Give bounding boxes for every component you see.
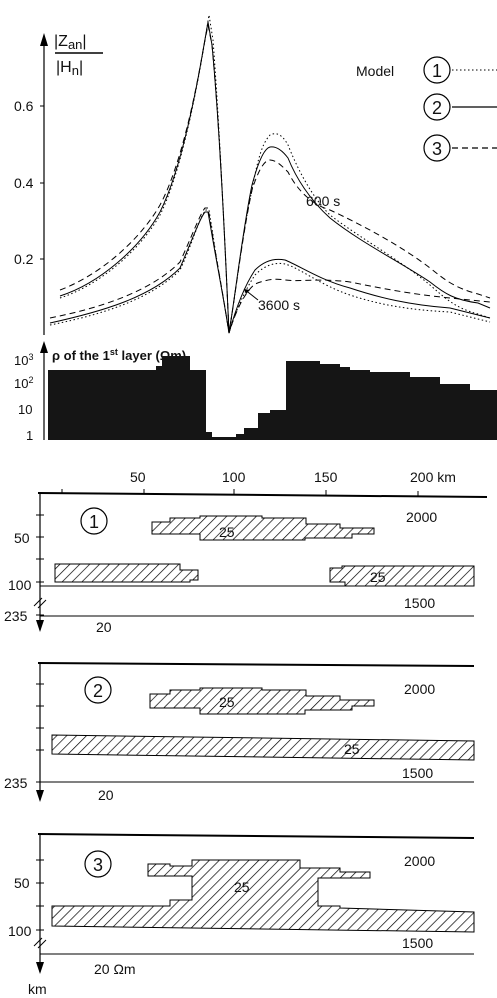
- curve-3600s-model-1: [49, 209, 491, 334]
- legend-model-1-circle: [423, 56, 451, 84]
- ratio-chart: 0.6 0.4 0.2 |Zan| |Hn| Model 1 2 3 600 s…: [14, 14, 497, 335]
- x-tick-label: 150: [314, 469, 338, 485]
- model-2-depth-arrow: [36, 790, 44, 802]
- model-2-upper-resistivity: 2000: [404, 681, 435, 697]
- legend-title: Model: [356, 63, 394, 79]
- model-3-lower-resistivity: 1500: [402, 935, 433, 951]
- resistivity-y-tick-label: 10: [18, 402, 32, 417]
- ratio-y-axis-arrow: [40, 33, 48, 46]
- model-3-depth-arrow: [36, 962, 44, 974]
- model-3-block-label: 25: [234, 879, 250, 895]
- x-tick-label: 100: [222, 469, 246, 485]
- legend-model-3-label: 3: [432, 139, 442, 159]
- depth-label: 100: [8, 577, 32, 593]
- depth-label: 235: [4, 775, 28, 791]
- resistivity-y-axis-arrow: [40, 341, 48, 353]
- curve-600s-model-1: [59, 14, 491, 334]
- resistivity-y-tick-label: 1: [26, 428, 33, 443]
- model-1-id-circle: [80, 507, 108, 535]
- curve-3600s-model-3: [49, 207, 491, 334]
- model-1-lower-resistivity: 1500: [404, 595, 435, 611]
- ratio-y-label-denominator: |Hn|: [56, 59, 83, 78]
- model-1-surface: [37, 492, 488, 498]
- model-3-basement-resistivity: 20 Ωm: [94, 961, 136, 977]
- model-2-conductive-layer: [51, 734, 475, 761]
- model-1-conductive-block: [151, 515, 375, 541]
- model-3-id-circle: [84, 850, 112, 878]
- x-tick-label: 200 km: [410, 469, 456, 485]
- model-1-basement-resistivity: 20: [96, 619, 112, 635]
- axis-break-mark: [37, 939, 47, 949]
- depth-label: 50: [14, 875, 30, 891]
- model-2-surface: [37, 662, 475, 667]
- resistivity-bars: [48, 356, 497, 440]
- model-2-block-label: 25: [219, 694, 235, 710]
- model-3-surface: [37, 833, 475, 839]
- depth-label: 50: [14, 530, 30, 546]
- model-2-conductive-block: [149, 687, 375, 715]
- model-1-upper-resistivity: 2000: [406, 509, 437, 525]
- model-3-section: 50 100 km 3 25 2000 1500 20 Ωm: [8, 833, 475, 997]
- axis-break-mark: [33, 597, 43, 607]
- depth-unit: km: [28, 981, 47, 997]
- curve-600s-model-2: [59, 21, 491, 334]
- x-tick-label: 50: [130, 469, 146, 485]
- model-2-id: 2: [93, 681, 103, 701]
- curve-label-600s: 600 s: [306, 193, 340, 209]
- axis-break-mark: [37, 599, 47, 609]
- resistivity-y-tick-label: 103: [14, 352, 33, 368]
- model-1-id: 1: [89, 512, 99, 532]
- depth-label: 235: [4, 608, 28, 624]
- resistivity-y-tick-label: 102: [14, 375, 33, 391]
- model-2-layer-label: 25: [344, 741, 360, 757]
- axis-break-mark: [33, 937, 43, 947]
- legend-model-2-label: 2: [432, 98, 442, 118]
- ratio-y-label-numerator: |Zan|: [54, 33, 87, 52]
- model-1-layer-label: 25: [370, 569, 386, 585]
- ratio-y-tick-label: 0.6: [14, 98, 34, 114]
- curve-label-3600s: 3600 s: [258, 297, 300, 313]
- legend-model-3-circle: [423, 134, 451, 162]
- model-2-lower-resistivity: 1500: [402, 765, 433, 781]
- model-1-section: 50 100 235 1 25 25 2000 1500 20: [4, 489, 488, 635]
- ratio-y-tick-label: 0.2: [14, 251, 34, 267]
- resistivity-chart: ρ of the 1st layer (Ωm) 103 102 10 1: [14, 341, 497, 443]
- model-2-section: 235 2 25 25 2000 1500 20: [4, 662, 475, 803]
- depth-label: 100: [8, 923, 32, 939]
- model-1-block-label: 25: [219, 524, 235, 540]
- legend-model-2-circle: [423, 93, 451, 121]
- model-3-id: 3: [93, 855, 103, 875]
- model-1-right-layer: [329, 565, 475, 587]
- model-2-id-circle: [84, 676, 112, 704]
- model-1-left-layer: [54, 563, 199, 583]
- distance-axis: 50 100 150 200 km: [130, 469, 456, 485]
- curve-label-3600s-pointer-arrow: [244, 289, 250, 294]
- ratio-y-tick-label: 0.4: [14, 175, 34, 191]
- model-3-upper-resistivity: 2000: [404, 853, 435, 869]
- legend-model-1-label: 1: [432, 61, 442, 81]
- curve-3600s-model-2: [49, 211, 491, 334]
- model-1-depth-arrow: [36, 620, 44, 632]
- model-3-conductive-body: [51, 859, 475, 933]
- model-2-basement-resistivity: 20: [98, 787, 114, 803]
- curve-600s-model-3: [59, 24, 491, 334]
